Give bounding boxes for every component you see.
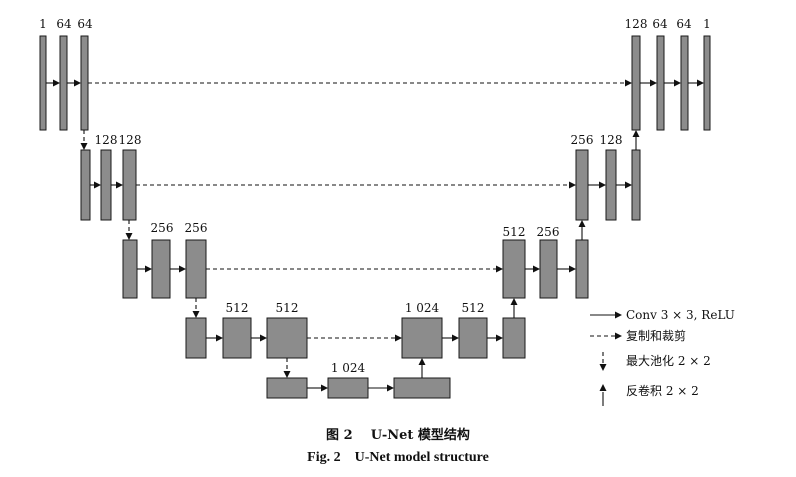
arrowhead-15 [599,181,606,189]
feature-map-b9 [185,239,207,299]
legend-conv-arrowhead [615,311,622,319]
channel-label: 1 024 [405,301,440,315]
arrowhead-12 [496,334,503,342]
feature-map-b20 [539,239,558,299]
feature-map-b16 [401,317,443,359]
channel-label: 256 [185,221,208,235]
arrowhead-8 [260,334,267,342]
feature-map-b24 [631,149,641,221]
feature-map-b22 [575,149,589,221]
feature-map-b3 [80,35,89,131]
channel-label: 128 [625,17,648,31]
channel-label: 64 [77,17,93,31]
arrowhead-21 [569,181,576,189]
arrowhead-28 [418,358,426,365]
feature-map-b28 [703,35,711,131]
feature-map-b2 [59,35,68,131]
channel-label: 128 [600,133,623,147]
arrowhead-4 [116,181,123,189]
feature-map-b17 [458,317,488,359]
arrowhead-19 [697,79,704,87]
caption-zh-title: U-Net 模型结构 [370,428,470,443]
feature-map-b1 [39,35,47,131]
arrowhead-14 [569,265,576,273]
feature-map-b21 [575,239,589,299]
channel-label: 256 [151,221,174,235]
caption-english: Fig. 2 U-Net model structure [0,450,796,466]
channel-label: 1 [703,17,711,31]
feature-map-b19 [502,239,526,299]
arrowhead-31 [632,130,640,137]
feature-map-b8 [151,239,171,299]
arrowhead-29 [510,298,518,305]
arrowhead-27 [283,371,291,378]
feature-map-b13 [266,377,308,399]
caption-zh-number: 图 2 [326,428,353,443]
feature-map-b25 [631,35,641,131]
feature-map-b23 [605,149,617,221]
arrowhead-30 [578,220,586,227]
feature-map-b5 [100,149,112,221]
legend-copy-arrowhead [615,332,622,340]
feature-map-b4 [80,149,91,221]
legend-upconv-label: 反卷积 2 × 2 [626,383,699,398]
caption-chinese: 图 2 U-Net 模型结构 [0,424,796,443]
arrowhead-23 [395,334,402,342]
arrowhead-6 [179,265,186,273]
channel-label: 128 [95,133,118,147]
feature-map-b27 [680,35,689,131]
channel-label: 256 [571,133,594,147]
channel-label: 64 [56,17,72,31]
feature-map-b14 [327,377,369,399]
arrowhead-17 [650,79,657,87]
arrowhead-7 [216,334,223,342]
legend-copy-label: 复制和裁剪 [626,328,686,343]
arrowhead-16 [625,181,632,189]
arrowhead-18 [674,79,681,87]
arrowhead-20 [625,79,632,87]
feature-map-b10 [185,317,207,359]
channel-label: 1 024 [331,361,366,375]
legend-upconv-arrowhead [599,384,607,391]
channel-label: 512 [276,301,299,315]
arrowhead-1 [53,79,60,87]
arrowhead-10 [387,384,394,392]
channel-label: 512 [226,301,249,315]
arrowhead-13 [533,265,540,273]
caption-en-title: U-Net model structure [354,450,489,465]
arrowhead-25 [125,233,133,240]
arrowhead-26 [192,311,200,318]
channel-label: 256 [537,225,560,239]
arrowhead-3 [94,181,101,189]
legend-conv-label: Conv 3 × 3, ReLU [626,308,735,322]
feature-map-b6 [122,149,137,221]
caption-en-number: Fig. 2 [307,450,341,465]
arrowhead-22 [496,265,503,273]
channel-label: 128 [119,133,142,147]
channel-label: 64 [676,17,692,31]
arrowhead-24 [80,143,88,150]
legend-pool-arrowhead [599,364,607,371]
feature-map-b7 [122,239,138,299]
arrowhead-11 [452,334,459,342]
feature-map-b12 [266,317,308,359]
channel-label: 1 [39,17,47,31]
feature-map-b11 [222,317,252,359]
channel-label: 512 [462,301,485,315]
feature-map-b15 [393,377,451,399]
arrowhead-5 [145,265,152,273]
arrowhead-2 [74,79,81,87]
arrowhead-9 [321,384,328,392]
legend-pool-label: 最大池化 2 × 2 [626,354,711,368]
feature-map-b26 [656,35,665,131]
feature-map-b18 [502,317,526,359]
channel-label: 512 [503,225,526,239]
channel-label: 64 [652,17,668,31]
